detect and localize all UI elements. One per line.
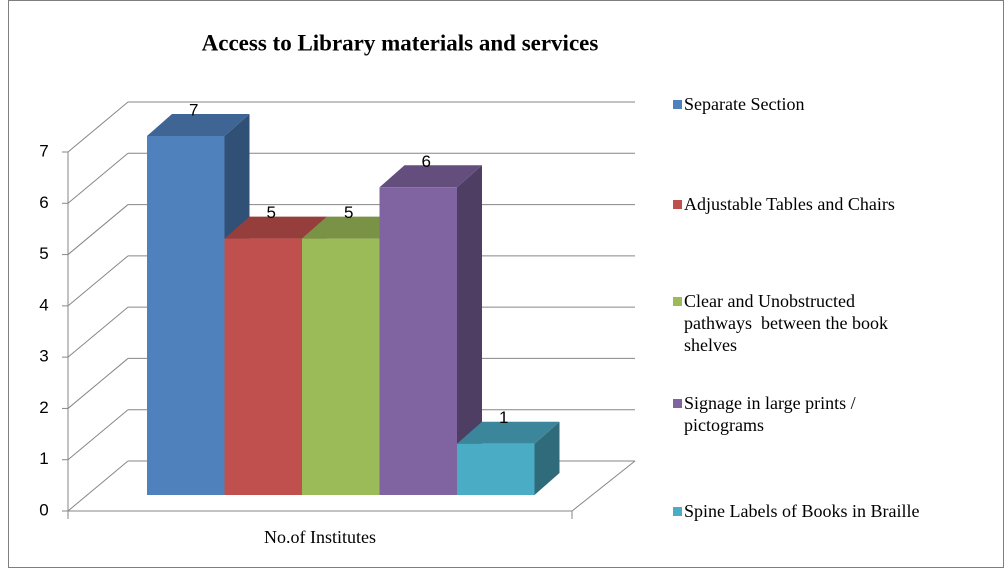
grid-line bbox=[67, 306, 129, 358]
value-label: 5 bbox=[267, 203, 276, 222]
legend-label: Adjustable Tables and Chairs bbox=[684, 194, 895, 214]
bar-top bbox=[147, 114, 250, 136]
legend-label: Spine Labels of Books in Braille bbox=[684, 501, 920, 521]
grid-line bbox=[67, 409, 129, 461]
y-tick-label: 4 bbox=[39, 295, 48, 314]
legend-swatch bbox=[673, 297, 682, 306]
value-label: 6 bbox=[422, 152, 431, 171]
legend-swatch bbox=[673, 200, 682, 209]
value-label: 5 bbox=[344, 203, 353, 222]
legend-label: Separate Section bbox=[684, 94, 805, 114]
chart-title: Access to Library materials and services bbox=[202, 30, 599, 55]
bar-side bbox=[534, 421, 560, 495]
x-tick-label: No.of Institutes bbox=[264, 527, 376, 547]
y-tick-label: 1 bbox=[39, 449, 48, 468]
legend-label: Clear and Unobstructed pathways between … bbox=[684, 291, 893, 355]
y-tick-label: 0 bbox=[39, 500, 48, 519]
bar bbox=[224, 238, 302, 496]
y-tick-label: 2 bbox=[39, 398, 48, 417]
legend-swatch bbox=[673, 100, 682, 109]
grid-line bbox=[67, 358, 129, 409]
bar-top bbox=[457, 421, 560, 444]
legend-label: Signage in large prints / pictograms bbox=[684, 393, 861, 435]
bar bbox=[302, 238, 380, 496]
chart-border bbox=[8, 0, 1004, 568]
grid-line bbox=[67, 204, 129, 255]
y-tick-label: 3 bbox=[39, 347, 48, 366]
y-tick-label: 5 bbox=[39, 244, 48, 263]
value-label: 1 bbox=[499, 408, 508, 427]
bar bbox=[379, 187, 457, 496]
bar bbox=[457, 443, 535, 495]
legend-swatch bbox=[673, 507, 682, 516]
bar-top bbox=[379, 165, 482, 188]
y-tick-label: 6 bbox=[39, 193, 48, 212]
grid-line bbox=[67, 152, 129, 204]
grid-line bbox=[67, 255, 129, 307]
value-label: 7 bbox=[189, 100, 198, 119]
legend-swatch bbox=[673, 399, 682, 408]
bar-top bbox=[224, 216, 327, 239]
bar-side bbox=[457, 165, 482, 496]
grid-line bbox=[67, 460, 129, 512]
y-tick-label: 7 bbox=[39, 141, 48, 160]
grid-line bbox=[67, 101, 129, 153]
bar-top bbox=[302, 216, 405, 239]
bar bbox=[147, 136, 225, 495]
